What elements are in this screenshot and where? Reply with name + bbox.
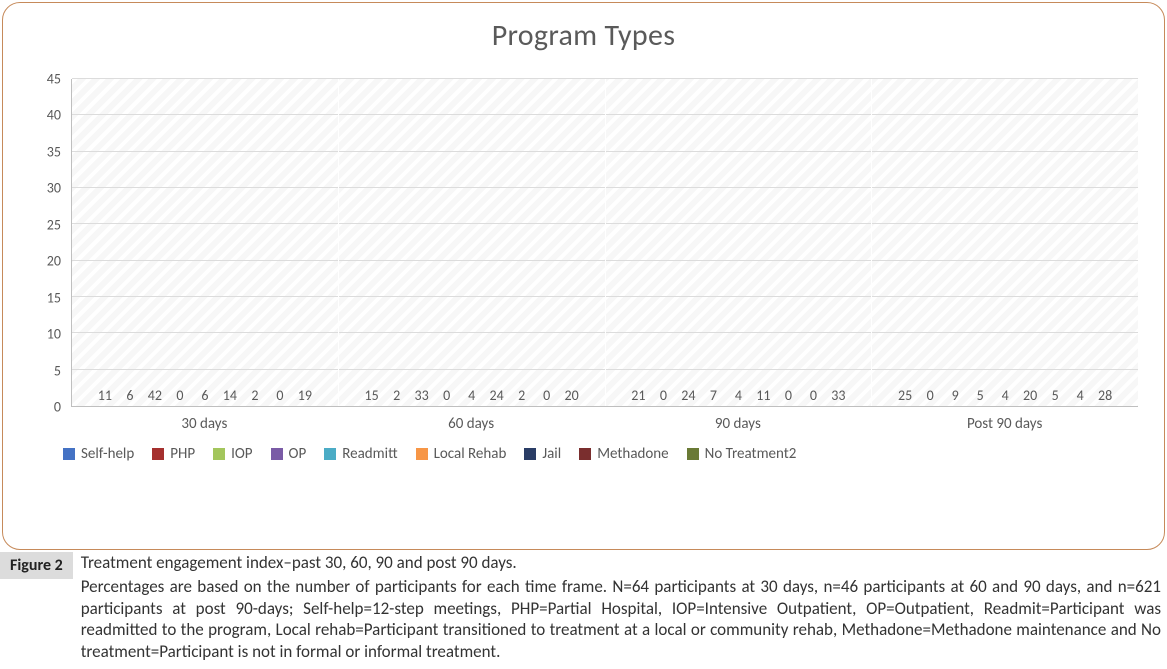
bar-value-label: 4 <box>1077 387 1084 404</box>
caption-title: Treatment engagement index–past 30, 60, … <box>81 552 1161 574</box>
bar-group-bars: 11 6 42 0 6 14 2 0 19 <box>72 79 338 406</box>
bar-value-label: 21 <box>631 387 645 404</box>
bar-value-label: 5 <box>1052 387 1059 404</box>
bar-group-bars: 21 0 24 7 4 11 0 0 33 <box>606 79 872 406</box>
bar-value-label: 0 <box>785 387 792 404</box>
legend-swatch <box>416 448 428 460</box>
chart-title: Program Types <box>3 17 1164 54</box>
category-label: 60 days <box>338 407 605 433</box>
legend-label: Local Rehab <box>434 445 507 463</box>
y-tick-label: 40 <box>27 107 61 124</box>
legend-swatch <box>63 448 75 460</box>
bar-value-label: 24 <box>490 387 504 404</box>
bar-value-label: 7 <box>710 387 717 404</box>
bar-value-label: 4 <box>468 387 475 404</box>
bar-value-label: 4 <box>735 387 742 404</box>
legend-item: Methadone <box>579 445 668 463</box>
legend: Self-help PHP IOP OP Readmitt Local Rehab Jail… <box>63 445 1144 463</box>
category-label: 30 days <box>71 407 338 433</box>
legend-swatch <box>687 448 699 460</box>
y-tick-label: 10 <box>27 326 61 343</box>
legend-swatch <box>579 448 591 460</box>
legend-item: Local Rehab <box>416 445 507 463</box>
page-root: Program Types 051015202530354045 1164206… <box>0 0 1167 669</box>
category-axis: 30 days60 days90 daysPost 90 days <box>71 407 1138 433</box>
bar-group: 21 0 24 7 4 11 0 0 33 <box>606 79 873 406</box>
legend-label: IOP <box>231 445 252 463</box>
y-tick-label: 15 <box>27 289 61 306</box>
caption-block: Figure 2 Treatment engagement index–past… <box>0 552 1167 663</box>
bar-value-label: 6 <box>201 387 208 404</box>
legend-label: No Treatment2 <box>705 445 797 463</box>
legend-item: Self-help <box>63 445 134 463</box>
legend-label: Self-help <box>81 445 134 463</box>
bar-value-label: 15 <box>365 387 379 404</box>
legend-label: Methadone <box>597 445 668 463</box>
bar-value-label: 11 <box>98 387 112 404</box>
legend-item: No Treatment2 <box>687 445 797 463</box>
bar-group: 25 0 9 5 4 20 5 4 28 <box>872 79 1138 406</box>
legend-item: IOP <box>213 445 252 463</box>
figure-label: Figure 2 <box>0 552 73 579</box>
bar-value-label: 28 <box>1098 387 1112 404</box>
bar-value-label: 5 <box>977 387 984 404</box>
legend-swatch <box>324 448 336 460</box>
legend-label: OP <box>289 445 307 463</box>
bar-value-label: 0 <box>443 387 450 404</box>
bar-value-label: 0 <box>927 387 934 404</box>
legend-swatch <box>213 448 225 460</box>
bar-value-label: 0 <box>276 387 283 404</box>
bar-value-label: 20 <box>565 387 579 404</box>
y-tick-label: 30 <box>27 180 61 197</box>
category-label: Post 90 days <box>871 407 1138 433</box>
bar-value-label: 9 <box>952 387 959 404</box>
bar-value-label: 11 <box>756 387 770 404</box>
bar-group: 1523304242020 <box>339 79 606 406</box>
y-tick-label: 45 <box>27 71 61 88</box>
bar-value-label: 19 <box>298 387 312 404</box>
legend-swatch <box>524 448 536 460</box>
plot-area: 051015202530354045 116420614201915233042… <box>27 79 1142 407</box>
legend-item: Readmitt <box>324 445 397 463</box>
y-axis: 051015202530354045 <box>27 79 67 407</box>
chart-area: 1164206142019152330424202021024741100332… <box>71 79 1138 407</box>
bar-group-bars: 25 0 9 5 4 20 5 4 28 <box>872 79 1138 406</box>
legend-item: OP <box>271 445 307 463</box>
y-tick-label: 25 <box>27 216 61 233</box>
y-tick-label: 20 <box>27 253 61 270</box>
bar-value-label: 33 <box>415 387 429 404</box>
bar-value-label: 2 <box>518 387 525 404</box>
y-tick-label: 35 <box>27 143 61 160</box>
caption-text: Treatment engagement index–past 30, 60, … <box>81 552 1167 663</box>
bar-value-label: 2 <box>251 387 258 404</box>
caption-body: Percentages are based on the number of p… <box>81 576 1161 662</box>
bar-value-label: 14 <box>223 387 237 404</box>
y-tick-label: 0 <box>27 399 61 416</box>
bar-value-label: 0 <box>810 387 817 404</box>
bar-group-bars: 1523304242020 <box>339 79 605 406</box>
legend-swatch <box>271 448 283 460</box>
bar-value-label: 0 <box>176 387 183 404</box>
bar-value-label: 42 <box>148 387 162 404</box>
legend-item: PHP <box>152 445 195 463</box>
figure-frame: Program Types 051015202530354045 1164206… <box>2 2 1165 550</box>
category-label: 90 days <box>605 407 872 433</box>
legend-label: PHP <box>170 445 195 463</box>
legend-label: Jail <box>542 445 561 463</box>
y-tick-label: 5 <box>27 362 61 379</box>
bar-value-label: 25 <box>898 387 912 404</box>
bar-value-label: 24 <box>681 387 695 404</box>
bar-value-label: 2 <box>393 387 400 404</box>
bar-value-label: 0 <box>660 387 667 404</box>
bar-value-label: 6 <box>126 387 133 404</box>
bar-group: 11 6 42 0 6 14 2 0 19 <box>72 79 339 406</box>
bar-value-label: 0 <box>543 387 550 404</box>
legend-item: Jail <box>524 445 561 463</box>
bar-value-label: 20 <box>1023 387 1037 404</box>
bar-value-label: 4 <box>1002 387 1009 404</box>
bar-value-label: 33 <box>831 387 845 404</box>
legend-swatch <box>152 448 164 460</box>
legend-label: Readmitt <box>342 445 397 463</box>
